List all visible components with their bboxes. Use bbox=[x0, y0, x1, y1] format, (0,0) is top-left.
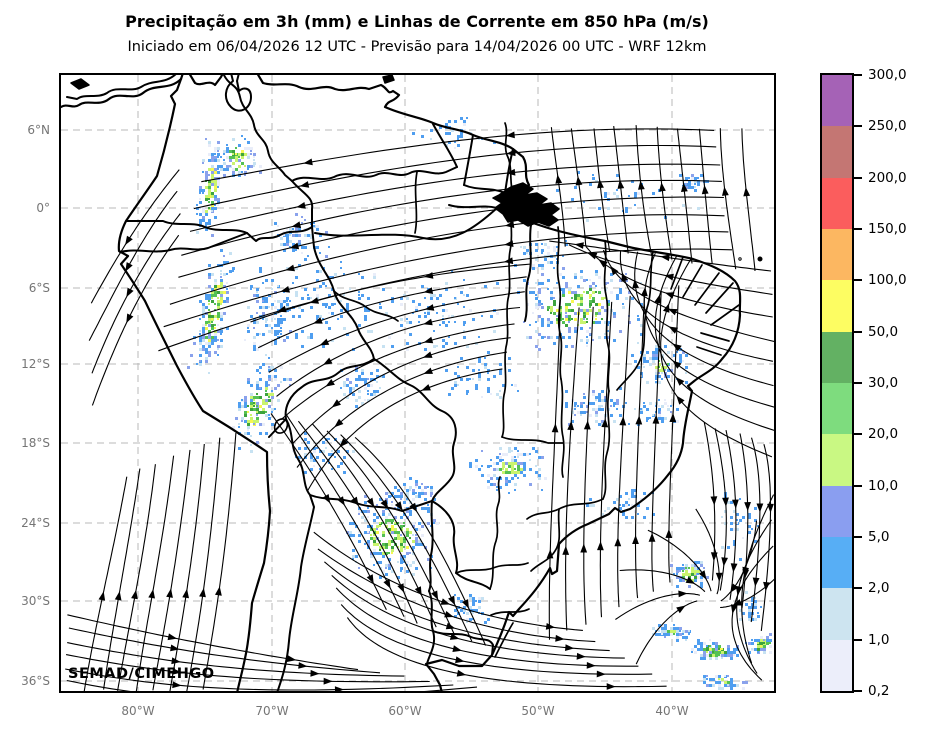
colorbar-segment bbox=[822, 280, 852, 332]
map-plot-area: SEMAD/CIMEHGO bbox=[59, 73, 776, 693]
colorbar-tick bbox=[854, 690, 862, 692]
colorbar-tick bbox=[854, 74, 862, 76]
colorbar-segment bbox=[822, 639, 852, 691]
lon-tick-label: 70°W bbox=[255, 704, 289, 718]
colorbar-tick-label: 30,0 bbox=[868, 375, 899, 391]
colorbar-segment bbox=[822, 229, 852, 281]
colorbar-tick-label: 10,0 bbox=[868, 477, 899, 494]
colorbar-tick-label: 200,0 bbox=[868, 169, 907, 186]
colorbar-tick-label: 2,0 bbox=[868, 580, 890, 597]
lon-tick-label: 40°W bbox=[655, 704, 689, 718]
lat-tick-label: 0° bbox=[36, 201, 50, 215]
colorbar-tick bbox=[854, 587, 862, 590]
colorbar-tick bbox=[854, 176, 862, 179]
colorbar-tick-label: 150,0 bbox=[868, 221, 907, 237]
colorbar-segment bbox=[822, 331, 852, 383]
lat-tick-label: 18°S bbox=[21, 436, 50, 450]
streamline-arrowheads bbox=[98, 131, 774, 691]
colorbar-segment bbox=[822, 383, 852, 435]
colorbar-tick bbox=[854, 279, 862, 282]
lat-tick-label: 12°S bbox=[21, 357, 50, 371]
colorbar-tick-label: 20,0 bbox=[868, 426, 899, 443]
lat-tick-label: 6°S bbox=[28, 281, 50, 295]
watermark-label: SEMAD/CIMEHGO bbox=[68, 666, 215, 682]
streamlines-layer bbox=[65, 125, 774, 691]
colorbar-tick bbox=[854, 330, 862, 333]
figure-title: Precipitação em 3h (mm) e Linhas de Corr… bbox=[125, 12, 709, 31]
colorbar-tick-label: 100,0 bbox=[868, 272, 907, 289]
lat-tick-label: 36°S bbox=[21, 674, 50, 688]
colorbar-segment bbox=[822, 537, 852, 589]
colorbar-tick bbox=[854, 484, 862, 487]
lat-tick-label: 30°S bbox=[21, 594, 50, 608]
colorbar-tick-label: 0,2 bbox=[868, 683, 890, 699]
colorbar-tick bbox=[854, 382, 862, 384]
colorbar-tick-label: 1,0 bbox=[868, 631, 890, 648]
colorbar-segment bbox=[822, 485, 852, 537]
colorbar-tick-label: 250,0 bbox=[868, 118, 907, 135]
lat-tick-label: 24°S bbox=[21, 516, 50, 530]
colorbar-tick bbox=[854, 228, 862, 230]
precipitation-layer bbox=[187, 117, 772, 690]
lon-tick-label: 50°W bbox=[521, 704, 555, 718]
colorbar-tick-label: 300,0 bbox=[868, 67, 907, 83]
coastlines-and-borders bbox=[61, 75, 742, 691]
colorbar bbox=[820, 73, 854, 693]
colorbar-tick bbox=[854, 125, 862, 128]
colorbar-tick-label: 50,0 bbox=[868, 323, 899, 340]
colorbar-segment bbox=[822, 177, 852, 229]
colorbar-tick bbox=[854, 536, 862, 538]
lon-tick-label: 80°W bbox=[121, 704, 155, 718]
colorbar-tick-label: 5,0 bbox=[868, 529, 890, 545]
graticule bbox=[61, 75, 774, 691]
figure-subtitle: Iniciado em 06/04/2026 12 UTC - Previsão… bbox=[127, 39, 707, 55]
colorbar-segment bbox=[822, 126, 852, 178]
colorbar-segment bbox=[822, 434, 852, 486]
island-dots bbox=[738, 256, 763, 262]
lon-tick-label: 60°W bbox=[388, 704, 422, 718]
map-canvas bbox=[61, 75, 774, 691]
colorbar-tick bbox=[854, 638, 862, 641]
lat-tick-label: 6°N bbox=[27, 123, 50, 137]
colorbar-segment bbox=[822, 588, 852, 640]
colorbar-segment bbox=[822, 75, 852, 127]
colorbar-tick bbox=[854, 433, 862, 436]
